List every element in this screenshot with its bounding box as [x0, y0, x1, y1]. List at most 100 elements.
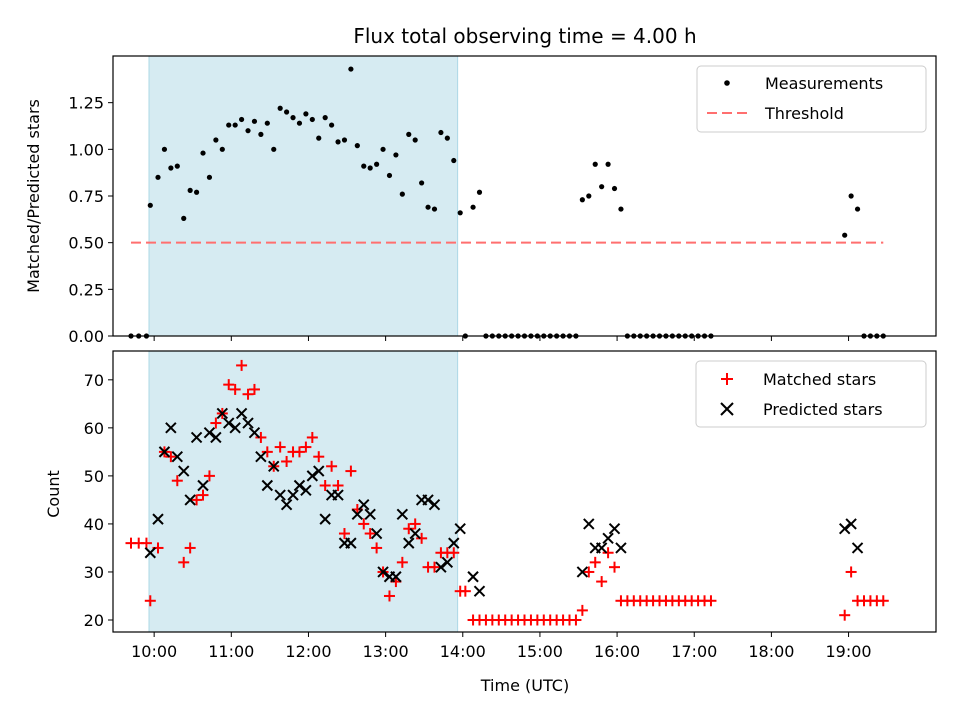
matched-stars-point [300, 441, 312, 453]
measurement-point [245, 128, 251, 134]
count-panel-frame [112, 350, 937, 633]
matched-stars-point [144, 595, 156, 607]
matched-stars-point [602, 547, 614, 559]
measurement-point [309, 116, 315, 123]
predicted-stars-point [190, 431, 203, 444]
predicted-stars-point [300, 484, 312, 497]
ratio-legend-box [696, 65, 927, 133]
predicted-stars-point [364, 508, 376, 521]
matched-stars-point [364, 528, 376, 540]
measurement-point [425, 204, 431, 210]
matched-stars-point [839, 609, 851, 621]
measurement-point [374, 161, 380, 167]
predicted-stars-point [235, 407, 248, 420]
ratio-y-axis-label: Matched/Predicted stars [24, 99, 43, 293]
legend-matched-marker [721, 373, 733, 385]
measurement-point [419, 180, 425, 186]
matched-stars-point [332, 479, 344, 491]
measurement-point [290, 115, 296, 121]
x-tick-label: 16:00 [594, 642, 640, 661]
matched-stars-point [576, 604, 588, 616]
measurement-point [284, 109, 290, 115]
legend-predicted-marker [720, 402, 734, 416]
predicted-stars-point [274, 489, 286, 501]
matched-stars-point [326, 460, 338, 472]
measurement-point [586, 193, 592, 199]
matched-stars-point [274, 441, 286, 453]
matched-stars-point [313, 451, 325, 463]
measurement-point [611, 185, 618, 192]
ratio-panel: 0.00 0.25 0.50 0.75 1.00 1.25 Matched/Predict… [24, 55, 937, 346]
measurement-point [258, 131, 264, 137]
predicted-stars-point [171, 450, 184, 463]
legend-matched-label: Matched stars [763, 370, 876, 389]
measurement-point [232, 122, 238, 128]
legend-threshold-label: Threshold [764, 104, 844, 123]
predicted-stars-point [583, 518, 595, 530]
predicted-stars-point [576, 566, 589, 578]
measurement-point [444, 135, 450, 141]
measurement-point [251, 118, 258, 124]
x-tick-label: 11:00 [208, 642, 254, 661]
count-y-tick-label: 60 [84, 419, 104, 438]
measurement-point [348, 66, 354, 72]
measurement-point [354, 143, 360, 149]
matched-stars-point [383, 590, 395, 602]
predicted-stars-point [203, 426, 216, 439]
measurement-point [854, 206, 861, 212]
matched-stars-point [242, 388, 254, 400]
count-y-tick-label: 50 [84, 467, 104, 486]
measurement-point [599, 184, 605, 190]
measurement-point [393, 152, 399, 158]
measurement-point [438, 129, 444, 136]
matched-stars-point [345, 465, 357, 477]
measurement-point [406, 131, 412, 137]
matched-stars-point [197, 489, 209, 501]
measurement-point [457, 210, 463, 216]
measurement-point [316, 135, 322, 141]
matched-stars-point [416, 532, 428, 544]
x-tick-label: 19:00 [826, 642, 872, 661]
predicted-stars-point [403, 537, 415, 549]
predicted-stars-point [358, 499, 370, 511]
measurement-point [399, 191, 405, 197]
x-tick-label: 18:00 [748, 642, 794, 661]
x-tick-label: 13:00 [363, 642, 409, 661]
matched-stars-point [459, 585, 471, 597]
measurement-point [848, 193, 854, 199]
predicted-stars-point [467, 571, 479, 583]
predicted-stars-point [242, 417, 254, 429]
measurement-point [174, 163, 180, 169]
chart-title: Flux total observing time = 4.00 h [353, 24, 696, 48]
measurement-point [451, 157, 457, 164]
matched-stars-point [306, 431, 318, 443]
matched-stars-point [255, 431, 267, 443]
measurement-point [264, 120, 270, 126]
matched-stars-point [583, 566, 595, 578]
x-tick-label: 12:00 [285, 642, 331, 661]
measurement-point [329, 122, 335, 128]
ratio-y-tick-label: 0.75 [68, 187, 104, 206]
measurement-point [296, 120, 303, 126]
measurement-point [361, 163, 367, 169]
matched-stars-point [203, 470, 215, 482]
measurement-point [470, 204, 476, 210]
matched-stars-point [403, 523, 415, 535]
matched-stars-point [409, 518, 421, 530]
predicted-stars-point [223, 417, 235, 429]
measurement-point [579, 197, 585, 203]
predicted-stars-point [370, 527, 383, 540]
matched-stars-point [178, 556, 190, 568]
measurement-point [476, 189, 483, 195]
measurement-point [431, 206, 438, 212]
measurement-point [386, 172, 393, 179]
count-y-tick-label: 70 [84, 371, 104, 390]
count-panel: 20 30 40 50 60 70 10:00 11:00 12:00 13:00 14:00 15… [44, 350, 937, 695]
measurement-point [187, 187, 193, 193]
predicted-stars-point [306, 470, 319, 482]
predicted-stars-point [377, 566, 389, 578]
matched-stars-point [223, 379, 235, 391]
x-axis-label: Time (UTC) [480, 676, 569, 695]
measurement-point [335, 139, 341, 145]
